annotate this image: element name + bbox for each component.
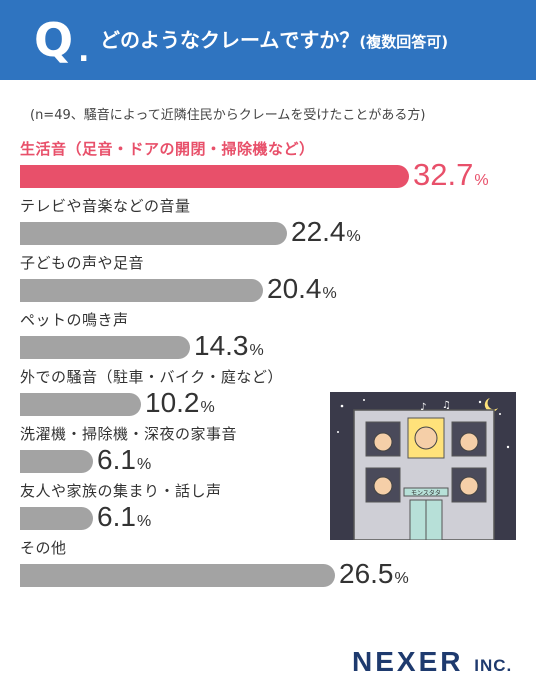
bar (20, 336, 190, 359)
value-label: 6.1% (97, 444, 152, 475)
bar (20, 279, 263, 302)
svg-text:♫: ♫ (442, 400, 451, 411)
logo-suffix: INC. (474, 656, 513, 675)
bar (20, 564, 335, 587)
q-mark: Q (34, 13, 74, 67)
bar (20, 222, 287, 245)
bar (20, 450, 93, 473)
moon-icon (484, 398, 498, 412)
value-label: 20.4% (267, 273, 337, 304)
neighbor-face (373, 432, 393, 452)
value-label: 10.2% (145, 387, 215, 418)
neighbor-face (459, 476, 479, 496)
category-label: その他 (20, 539, 67, 557)
apartment-illustration: ♪ ♫ モンスタタ (330, 392, 516, 540)
category-label: 友人や家族の集まり・話し声 (20, 482, 222, 500)
category-label: 生活音（足音・ドアの開閉・掃除機など） (20, 140, 315, 158)
category-label: 子どもの声や足音 (20, 254, 145, 272)
neighbor-face (459, 432, 479, 452)
value-label: 22.4% (291, 216, 361, 247)
value-label: 14.3% (194, 330, 264, 361)
category-label: 洗濯機・掃除機・深夜の家事音 (20, 425, 238, 443)
bar (20, 165, 409, 188)
entrance-sign-text: モンスタタ (411, 489, 441, 497)
sample-note: (n=49、騒音によって近隣住民からクレームを受けたことがある方) (30, 108, 426, 123)
category-label: テレビや音楽などの音量 (20, 197, 191, 215)
category-label: 外での騒音（駐車・バイク・庭など） (20, 368, 283, 386)
value-label: 26.5% (339, 558, 409, 589)
bar (20, 393, 141, 416)
noisy-face (414, 426, 438, 450)
entrance-sign (403, 487, 449, 497)
value-label: 32.7% (413, 157, 489, 192)
svg-text:♪: ♪ (420, 402, 426, 413)
q-dot: . (78, 34, 90, 69)
question-header: Q . どのようなクレームですか？(複数回答可) (0, 0, 536, 80)
value-label: 6.1% (97, 501, 152, 532)
bar (20, 507, 93, 530)
neighbor-face (373, 476, 393, 496)
question-subtext: (複数回答可) (359, 33, 449, 51)
question-text: どのようなクレームですか？ (100, 28, 360, 52)
category-label: ペットの鳴き声 (20, 311, 129, 329)
nexer-logo: NEXER INC. (352, 646, 512, 682)
logo-name: NEXER (352, 646, 464, 677)
question-title: どのようなクレームですか？(複数回答可) (100, 26, 448, 56)
